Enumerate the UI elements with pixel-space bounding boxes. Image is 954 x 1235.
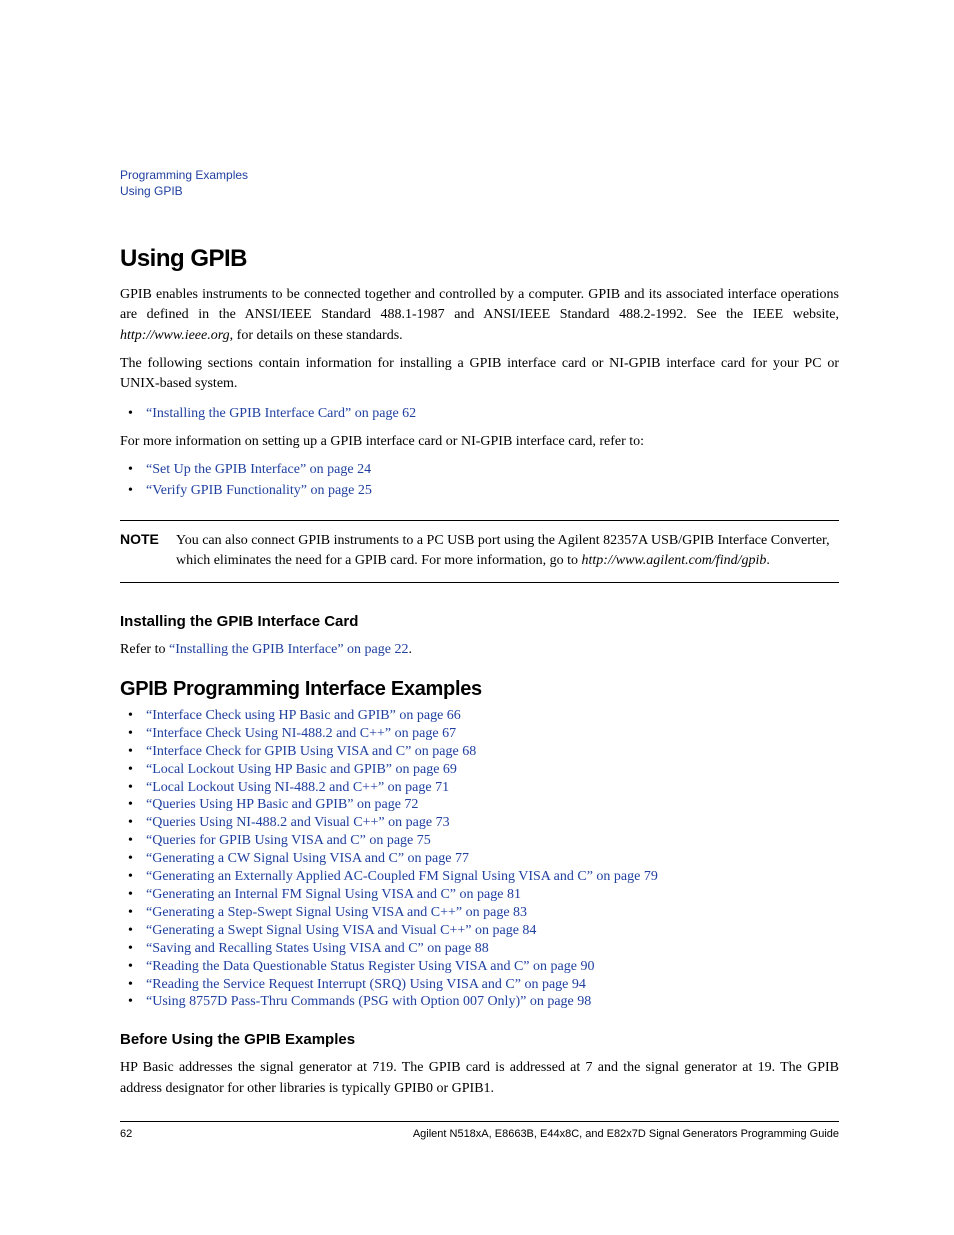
xref-link[interactable]: “Generating an Internal FM Signal Using … [146,887,521,902]
list-item: “Set Up the GPIB Interface” on page 24 [142,459,839,481]
xref-link[interactable]: “Interface Check for GPIB Using VISA and… [146,744,476,759]
more-info-paragraph: For more information on setting up a GPI… [120,432,839,452]
list-item: “Installing the GPIB Interface Card” on … [142,403,839,425]
examples-link-list: “Interface Check using HP Basic and GPIB… [120,707,839,1011]
list-item: “Reading the Data Questionable Status Re… [142,958,839,976]
list-item: “Local Lockout Using NI-488.2 and C++” o… [142,779,839,797]
xref-link[interactable]: “Queries Using HP Basic and GPIB” on pag… [146,797,418,812]
text: Refer to [120,642,169,657]
xref-link[interactable]: “Saving and Recalling States Using VISA … [146,941,489,956]
text: . [766,553,770,568]
ieee-url: http://www.ieee.org [120,328,230,343]
list-item: “Interface Check Using NI-488.2 and C++”… [142,725,839,743]
list-item: “Generating a Step-Swept Signal Using VI… [142,904,839,922]
xref-link[interactable]: “Queries Using NI-488.2 and Visual C++” … [146,815,450,830]
list-item: “Using 8757D Pass-Thru Commands (PSG wit… [142,993,839,1011]
list-item: “Verify GPIB Functionality” on page 25 [142,480,839,502]
list-item: “Queries for GPIB Using VISA and C” on p… [142,832,839,850]
xref-link[interactable]: “Local Lockout Using NI-488.2 and C++” o… [146,780,449,795]
list-item: “Local Lockout Using HP Basic and GPIB” … [142,761,839,779]
setup-link-list: “Set Up the GPIB Interface” on page 24 “… [120,459,839,502]
list-item: “Generating a Swept Signal Using VISA an… [142,922,839,940]
xref-link[interactable]: “Generating a Swept Signal Using VISA an… [146,923,536,938]
xref-link[interactable]: “Verify GPIB Functionality” on page 25 [146,483,372,498]
xref-link[interactable]: “Local Lockout Using HP Basic and GPIB” … [146,762,457,777]
xref-link[interactable]: “Interface Check using HP Basic and GPIB… [146,708,461,723]
list-item: “Generating an Internal FM Signal Using … [142,886,839,904]
text: GPIB enables instruments to be connected… [120,287,839,322]
list-item: “Interface Check using HP Basic and GPIB… [142,707,839,725]
list-item: “Reading the Service Request Interrupt (… [142,976,839,994]
xref-link[interactable]: “Generating a CW Signal Using VISA and C… [146,851,469,866]
footer-doc-title: Agilent N518xA, E8663B, E44x8C, and E82x… [413,1128,839,1140]
breadcrumb-line-2: Using GPIB [120,184,839,200]
xref-link[interactable]: “Generating a Step-Swept Signal Using VI… [146,905,527,920]
xref-link[interactable]: “Interface Check Using NI-488.2 and C++”… [146,726,456,741]
intro-paragraph-1: GPIB enables instruments to be connected… [120,285,839,346]
list-item: “Queries Using NI-488.2 and Visual C++” … [142,814,839,832]
xref-link[interactable]: “Generating an Externally Applied AC-Cou… [146,869,658,884]
breadcrumb-line-1: Programming Examples [120,168,839,184]
xref-link[interactable]: “Queries for GPIB Using VISA and C” on p… [146,833,431,848]
header-breadcrumb: Programming Examples Using GPIB [120,168,839,199]
xref-link[interactable]: “Reading the Data Questionable Status Re… [146,959,594,974]
xref-link[interactable]: “Reading the Service Request Interrupt (… [146,977,586,992]
list-item: “Interface Check for GPIB Using VISA and… [142,743,839,761]
note-block: NOTE You can also connect GPIB instrumen… [120,520,839,583]
note-body: You can also connect GPIB instruments to… [176,531,839,572]
page-number: 62 [120,1128,132,1140]
heading-using-gpib: Using GPIB [120,245,839,273]
install-link-list: “Installing the GPIB Interface Card” on … [120,403,839,425]
xref-link[interactable]: “Set Up the GPIB Interface” on page 24 [146,462,371,477]
heading-before-using: Before Using the GPIB Examples [120,1031,839,1048]
xref-link[interactable]: “Installing the GPIB Interface Card” on … [146,406,416,421]
agilent-url: http://www.agilent.com/find/gpib [582,553,767,568]
list-item: “Generating an Externally Applied AC-Cou… [142,868,839,886]
document-page: Programming Examples Using GPIB Using GP… [0,0,954,1235]
text: , for details on these standards. [230,328,403,343]
list-item: “Saving and Recalling States Using VISA … [142,940,839,958]
note-label: NOTE [120,531,176,572]
heading-installing-card: Installing the GPIB Interface Card [120,613,839,630]
list-item: “Queries Using HP Basic and GPIB” on pag… [142,796,839,814]
intro-paragraph-2: The following sections contain informati… [120,354,839,395]
before-paragraph: HP Basic addresses the signal generator … [120,1058,839,1099]
page-footer: 62 Agilent N518xA, E8663B, E44x8C, and E… [120,1121,839,1140]
xref-link[interactable]: “Installing the GPIB Interface” on page … [169,642,408,657]
heading-programming-examples: GPIB Programming Interface Examples [120,678,839,701]
install-refer-paragraph: Refer to “Installing the GPIB Interface”… [120,640,839,660]
text: . [408,642,412,657]
xref-link[interactable]: “Using 8757D Pass-Thru Commands (PSG wit… [146,994,591,1009]
list-item: “Generating a CW Signal Using VISA and C… [142,850,839,868]
